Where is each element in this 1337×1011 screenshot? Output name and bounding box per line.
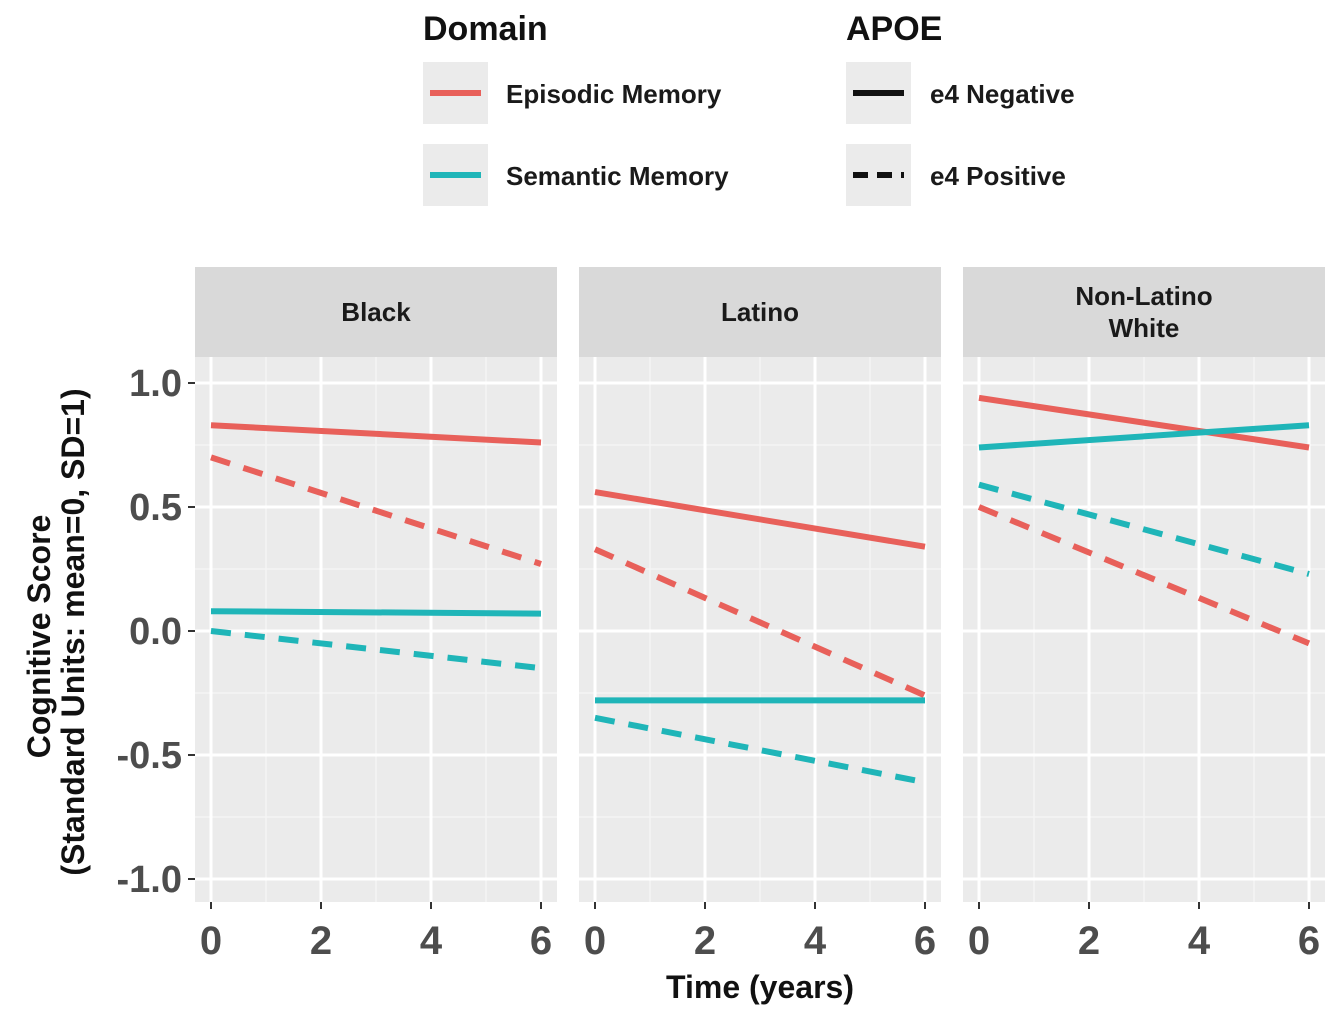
y-axis: 1.0 0.5 0.0 -0.5 -1.0 (117, 363, 195, 901)
x-tick-label-black-2: 2 (310, 919, 332, 963)
grid-latino (579, 357, 941, 902)
legend-label-e4-negative: e4 Negative (930, 79, 1075, 109)
x-tick-label-latino-0: 0 (584, 919, 606, 963)
legend-title-apoe: APOE (846, 10, 942, 48)
series-line-black-semantic-memory-e4-negative (210, 608, 542, 617)
y-tick-label-1-0: -1.0 (117, 859, 182, 901)
y-axis-title-line-1: Cognitive Score (21, 515, 57, 759)
x-tick-label-non-latino-white-4: 4 (1188, 919, 1211, 963)
y-axis-title-line-2: (Standard Units: mean=0, SD=1) (55, 388, 91, 875)
series-line-latino-semantic-memory-e4-positive (594, 714, 926, 786)
strip-label-non-latino-white-1: Non-Latino (1075, 281, 1212, 311)
series-line-non-latino-white-episodic-memory-e4-negative (978, 394, 1310, 451)
x-tick-label-black-6: 6 (530, 919, 552, 963)
series-line-latino-episodic-memory-e4-negative (594, 489, 926, 550)
y-axis-title: Cognitive Score (Standard Units: mean=0,… (21, 388, 91, 875)
x-tick-label-black-4: 4 (420, 919, 443, 963)
x-tick-label-latino-2: 2 (694, 919, 716, 963)
strip-latino (579, 267, 941, 357)
y-tick-label-1-0: 1.0 (129, 363, 182, 405)
series-black (210, 422, 542, 672)
y-tick-label-0-5: 0.5 (129, 487, 182, 529)
grid-non-latino-white (963, 357, 1325, 902)
strip-non-latino-white (963, 267, 1325, 357)
series-line-black-episodic-memory-e4-negative (210, 422, 542, 446)
x-tick-label-latino-4: 4 (804, 919, 827, 963)
series-line-black-semantic-memory-e4-positive (210, 628, 542, 672)
series-latino (593, 489, 927, 786)
series-line-latino-episodic-memory-e4-positive (593, 546, 927, 699)
legend: Domain Episodic Memory Semantic Memory APOE… (423, 10, 1075, 206)
strip-label-black-1: Black (341, 297, 411, 327)
strip-label-latino-1: Latino (721, 297, 799, 327)
strip-label-non-latino-white-2: White (1109, 313, 1180, 343)
panel-black: Black 0 2 4 6 (195, 267, 557, 963)
x-tick-label-non-latino-white-2: 2 (1078, 919, 1100, 963)
series-line-black-episodic-memory-e4-positive (210, 454, 542, 567)
series-line-non-latino-white-semantic-memory-e4-negative (978, 422, 1310, 451)
x-tick-label-latino-6: 6 (914, 919, 936, 963)
y-tick-label-0-5: -0.5 (117, 735, 182, 777)
legend-title-domain: Domain (423, 10, 548, 48)
grid-black (195, 357, 557, 902)
x-tick-label-non-latino-white-0: 0 (968, 919, 990, 963)
legend-label-episodic-memory: Episodic Memory (506, 79, 722, 109)
y-tick-label-0-0: 0.0 (129, 611, 182, 653)
legend-label-e4-positive: e4 Positive (930, 161, 1066, 191)
series-line-non-latino-white-episodic-memory-e4-positive (977, 504, 1311, 647)
panel-latino: Latino 0 2 4 6 (579, 267, 941, 963)
strip-black (195, 267, 557, 357)
x-tick-label-non-latino-white-6: 6 (1298, 919, 1320, 963)
x-tick-label-black-0: 0 (200, 919, 222, 963)
series-line-non-latino-white-semantic-memory-e4-positive (978, 481, 1310, 577)
series-non-latino-white (977, 394, 1311, 647)
x-axis-title: Time (years) (666, 969, 854, 1005)
legend-label-semantic-memory: Semantic Memory (506, 161, 729, 191)
